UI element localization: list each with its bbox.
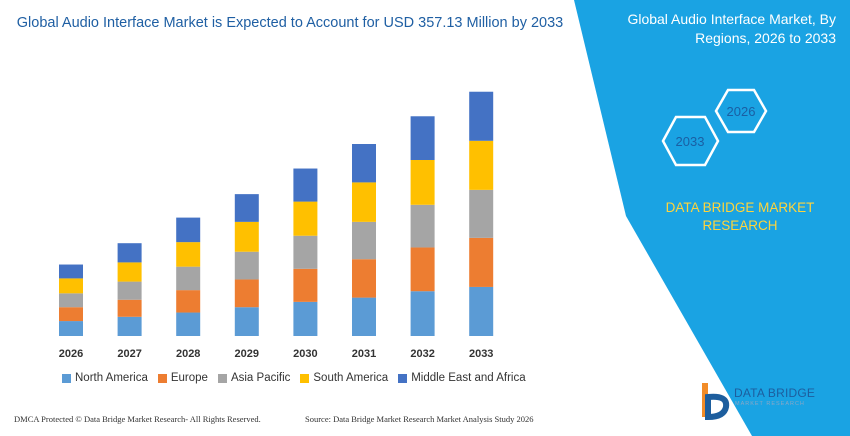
bar-segment-2028-south-america bbox=[176, 242, 201, 267]
hex-start-icon bbox=[661, 115, 720, 167]
bar-segment-2032-asia-pacific bbox=[410, 204, 435, 248]
chart-title: Global Audio Interface Market is Expecte… bbox=[16, 15, 564, 31]
bar-segment-2033-south-america bbox=[469, 140, 494, 190]
x-tick-label: 2031 bbox=[352, 348, 376, 360]
chart-legend: North America Europe Asia Pacific South … bbox=[62, 372, 526, 384]
x-tick-label: 2033 bbox=[469, 348, 493, 360]
legend-item-asia-pacific: Asia Pacific bbox=[217, 372, 291, 384]
bar-segment-2028-europe bbox=[176, 290, 201, 313]
legend-swatch bbox=[398, 373, 408, 383]
bar-segment-2028-asia-pacific bbox=[176, 266, 201, 291]
hex-start-label: 2033 bbox=[676, 134, 705, 149]
bar-segment-2026-middle-east-and-africa bbox=[59, 264, 83, 279]
legend-item-north-america: North America bbox=[62, 372, 148, 384]
x-tick-label: 2026 bbox=[59, 348, 83, 360]
x-tick-label: 2032 bbox=[410, 348, 434, 360]
bar-segment-2028-middle-east-and-africa bbox=[176, 217, 201, 243]
bar-segment-2031-asia-pacific bbox=[352, 221, 376, 260]
bar-segment-2027-north-america bbox=[117, 316, 142, 336]
bar-segment-2033-asia-pacific bbox=[469, 189, 494, 238]
brand-text: DATA BRIDGE MARKET RESEARCH bbox=[665, 200, 815, 233]
legend-label: Asia Pacific bbox=[230, 372, 291, 384]
bar-segment-2032-middle-east-and-africa bbox=[410, 116, 435, 160]
hex-end-icon bbox=[714, 88, 768, 134]
bar-segment-2029-south-america bbox=[234, 221, 259, 252]
stacked-bar-chart: 2026 2027 2028 2029 2030 2031 2032 2033 bbox=[59, 91, 494, 360]
x-tick-label: 2030 bbox=[293, 348, 317, 360]
bar-segment-2027-south-america bbox=[117, 262, 142, 282]
x-tick-label: 2028 bbox=[176, 348, 200, 360]
legend-label: Europe bbox=[170, 372, 208, 384]
legend-swatch bbox=[300, 373, 310, 383]
bar-segment-2031-europe bbox=[352, 259, 376, 298]
bar-segment-2026-south-america bbox=[59, 278, 83, 294]
logo-subtitle: MARKET RESEARCH bbox=[735, 401, 805, 407]
legend-swatch bbox=[157, 373, 167, 383]
bar-segment-2027-middle-east-and-africa bbox=[117, 243, 142, 263]
bar-segment-2033-middle-east-and-africa bbox=[469, 91, 494, 141]
bar-segment-2029-europe bbox=[234, 279, 259, 308]
bar-segment-2026-asia-pacific bbox=[59, 293, 83, 308]
legend-label: North America bbox=[75, 372, 148, 384]
bar-segment-2031-south-america bbox=[352, 182, 376, 222]
bar-segment-2029-middle-east-and-africa bbox=[234, 194, 259, 222]
bar-segment-2032-south-america bbox=[410, 160, 435, 205]
bar-segment-2032-europe bbox=[410, 247, 435, 292]
x-tick-label: 2027 bbox=[117, 348, 141, 360]
bar-segment-2030-south-america bbox=[293, 201, 318, 236]
legend-swatch bbox=[62, 373, 71, 383]
bar-segment-2030-middle-east-and-africa bbox=[293, 168, 318, 202]
company-logo[interactable]: DATA BRIDGE MARKET RESEARCH bbox=[698, 381, 838, 421]
legend-item-south-america: South America bbox=[300, 372, 388, 384]
bar-segment-2030-europe bbox=[293, 268, 318, 302]
bar-segment-2029-asia-pacific bbox=[234, 251, 259, 280]
legend-item-europe: Europe bbox=[157, 372, 208, 384]
bar-segment-2028-north-america bbox=[176, 312, 201, 336]
bar-segment-2033-north-america bbox=[469, 286, 494, 336]
bar-segment-2030-asia-pacific bbox=[293, 235, 318, 269]
bar-segment-2027-europe bbox=[117, 299, 142, 317]
legend-label: South America bbox=[313, 372, 389, 384]
logo-icon bbox=[702, 383, 730, 421]
legend-item-middle-east-africa: Middle East and Africa bbox=[398, 372, 526, 384]
bar-segment-2029-north-america bbox=[234, 307, 259, 336]
bar-segment-2027-asia-pacific bbox=[117, 281, 142, 300]
bar-segment-2031-north-america bbox=[352, 297, 376, 336]
bar-segment-2033-europe bbox=[469, 237, 494, 287]
legend-label: Middle East and Africa bbox=[411, 372, 526, 384]
bar-segment-2030-north-america bbox=[293, 301, 318, 336]
bar-segment-2031-middle-east-and-africa bbox=[352, 144, 376, 183]
hex-end-label: 2026 bbox=[727, 104, 756, 119]
bar-segment-2026-north-america bbox=[59, 321, 83, 336]
footer-source: Source: Data Bridge Market Research Mark… bbox=[305, 414, 534, 424]
x-tick-label: 2029 bbox=[235, 348, 259, 360]
right-panel-title: Global Audio Interface Market, By Region… bbox=[627, 11, 836, 46]
bar-segment-2026-europe bbox=[59, 307, 83, 322]
bar-segment-2032-north-america bbox=[410, 291, 435, 336]
logo-name: DATA BRIDGE bbox=[734, 386, 816, 400]
footer-copyright: DMCA Protected © Data Bridge Market Rese… bbox=[14, 414, 261, 424]
legend-swatch bbox=[217, 373, 227, 383]
